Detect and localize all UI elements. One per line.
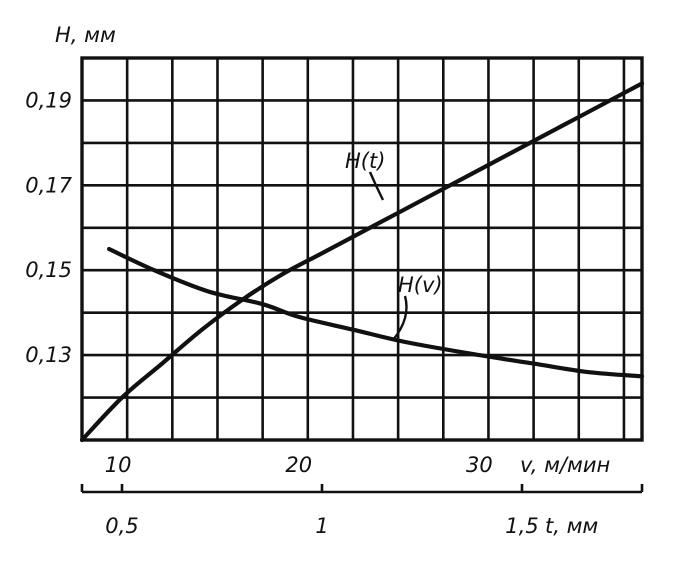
curve-ht — [79, 81, 645, 443]
y-tick-label: 0,13 — [25, 343, 72, 367]
curve-label-leader — [392, 295, 408, 341]
x-top-tick-label: 20 — [285, 453, 312, 477]
grid — [82, 58, 642, 440]
curve-label: H(t) — [345, 149, 385, 173]
curve-label-leader — [368, 171, 385, 201]
y-axis-title: H, мм — [55, 23, 116, 47]
x-bottom-tick-label: 0,5 — [105, 514, 138, 538]
plot-frame — [80, 56, 644, 442]
x-bottom-tick-label: 1 — [315, 514, 328, 538]
x-top-tick-label: 10 — [105, 453, 132, 477]
curve-hv — [106, 246, 645, 379]
x-bottom-tick-label: 1,5 — [505, 514, 538, 538]
axes: 0,13 0,15 0,17 0,19 10 20 30 0,5 1 1,5 — [25, 88, 644, 538]
curves: H(t) H(v) — [79, 81, 645, 443]
y-tick-label: 0,17 — [25, 173, 72, 197]
y-tick-label: 0,15 — [25, 258, 72, 282]
y-tick-label: 0,19 — [25, 88, 72, 112]
x-axis-top-title: v, м/мин — [520, 453, 610, 477]
curve-label: H(v) — [398, 273, 443, 297]
x-top-tick-label: 30 — [466, 453, 493, 477]
x-axis-bottom-title: t, мм — [545, 514, 598, 538]
